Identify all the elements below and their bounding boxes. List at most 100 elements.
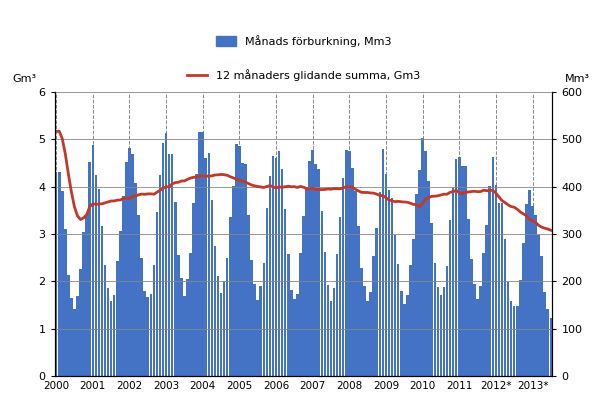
Bar	[522, 243, 524, 376]
Legend: 12 månaders glidande summa, Gm3: 12 månaders glidande summa, Gm3	[187, 69, 420, 81]
Bar	[119, 231, 121, 376]
Bar	[137, 215, 140, 376]
Bar	[510, 301, 512, 376]
Bar	[70, 298, 73, 376]
Bar	[531, 206, 534, 376]
Bar	[495, 185, 497, 376]
Bar	[476, 299, 479, 376]
Bar	[208, 153, 210, 376]
Bar	[272, 155, 274, 376]
Bar	[439, 295, 443, 376]
Bar	[537, 235, 540, 376]
Bar	[198, 132, 201, 376]
Bar	[155, 212, 158, 376]
Bar	[269, 176, 271, 376]
Bar	[351, 168, 354, 376]
Bar	[131, 154, 134, 376]
Bar	[73, 309, 76, 376]
Bar	[205, 158, 207, 376]
Bar	[226, 258, 228, 376]
Bar	[180, 278, 183, 376]
Bar	[290, 290, 293, 376]
Bar	[305, 188, 308, 376]
Bar	[412, 239, 415, 376]
Bar	[83, 232, 85, 376]
Bar	[492, 157, 494, 376]
Bar	[406, 295, 409, 376]
Bar	[336, 254, 338, 376]
Bar	[458, 157, 461, 376]
Bar	[314, 164, 317, 376]
Bar	[394, 235, 396, 376]
Bar	[421, 138, 424, 376]
Text: Mm³: Mm³	[565, 74, 589, 84]
Bar	[345, 150, 348, 376]
Bar	[116, 261, 118, 376]
Bar	[61, 191, 64, 376]
Bar	[464, 166, 467, 376]
Bar	[253, 284, 256, 376]
Bar	[86, 214, 88, 376]
Bar	[244, 164, 247, 376]
Bar	[507, 282, 509, 376]
Bar	[467, 219, 470, 376]
Bar	[501, 203, 503, 376]
Bar	[95, 175, 97, 376]
Bar	[363, 286, 366, 376]
Bar	[543, 292, 546, 376]
Bar	[455, 159, 458, 376]
Bar	[278, 151, 280, 376]
Bar	[217, 276, 219, 376]
Bar	[192, 203, 195, 376]
Bar	[250, 260, 253, 376]
Bar	[110, 301, 112, 376]
Bar	[403, 304, 405, 376]
Bar	[146, 297, 149, 376]
Bar	[391, 198, 393, 376]
Bar	[317, 168, 320, 376]
Bar	[525, 204, 527, 376]
Bar	[76, 296, 79, 376]
Bar	[104, 265, 106, 376]
Bar	[342, 178, 345, 376]
Bar	[113, 296, 115, 376]
Bar	[58, 172, 61, 376]
Bar	[415, 194, 418, 376]
Bar	[211, 200, 213, 376]
Bar	[158, 175, 161, 376]
Bar	[409, 265, 412, 376]
Bar	[534, 215, 537, 376]
Bar	[480, 286, 482, 376]
Bar	[443, 287, 446, 376]
Bar	[388, 190, 390, 376]
Bar	[308, 161, 311, 376]
Bar	[504, 239, 506, 376]
Bar	[333, 288, 335, 376]
Bar	[546, 309, 549, 376]
Bar	[293, 299, 296, 376]
Bar	[101, 226, 103, 376]
Bar	[284, 209, 287, 376]
Bar	[418, 171, 421, 376]
Bar	[98, 189, 100, 376]
Bar	[311, 150, 314, 376]
Bar	[235, 144, 237, 376]
Bar	[287, 254, 290, 376]
Bar	[229, 217, 231, 376]
Text: Gm³: Gm³	[12, 74, 36, 84]
Bar	[122, 196, 124, 376]
Bar	[275, 158, 277, 376]
Bar	[189, 252, 192, 376]
Bar	[161, 143, 164, 376]
Bar	[400, 291, 402, 376]
Bar	[339, 217, 342, 376]
Bar	[397, 264, 399, 376]
Bar	[540, 256, 543, 376]
Bar	[516, 306, 518, 376]
Bar	[134, 184, 137, 376]
Bar	[433, 263, 436, 376]
Bar	[324, 252, 326, 376]
Bar	[376, 228, 378, 376]
Bar	[152, 265, 155, 376]
Bar	[143, 291, 146, 376]
